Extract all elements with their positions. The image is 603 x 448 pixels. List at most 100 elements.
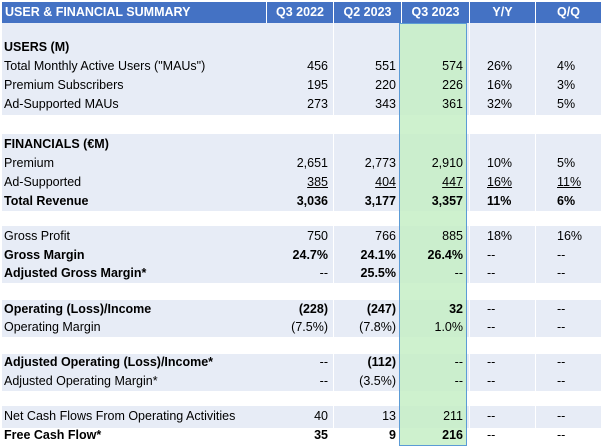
row-label: Ad-Supported MAUs (4, 97, 119, 111)
row-label: Net Cash Flows From Operating Activities (4, 409, 236, 423)
value-q3-2022: -- (319, 355, 328, 369)
table-row: Gross Profit 750 766 885 18% 16% (0, 227, 603, 246)
value-q3-2023: 2,910 (431, 156, 463, 170)
value-qq: -- (557, 248, 566, 262)
value-q3-2023: -- (454, 355, 463, 369)
value-q3-2022: (7.5%) (291, 320, 328, 334)
value-q3-2023: 885 (442, 229, 463, 243)
value-q2-2023: 220 (375, 78, 396, 92)
table-row: Ad-Supported 385 404 447 16% 11% (0, 173, 603, 192)
value-yy: -- (487, 409, 496, 423)
value-q2-2023: (3.5%) (359, 374, 396, 388)
section-header-users: USERS (M) (0, 38, 603, 57)
value-yy: -- (487, 320, 496, 334)
table-row: Net Cash Flows From Operating Activities… (0, 407, 603, 426)
row-label: Adjusted Operating (Loss)/Income* (4, 355, 214, 369)
value-q3-2022: (228) (298, 302, 328, 316)
value-q3-2023: 1.0% (434, 320, 464, 334)
value-q3-2022: 385 (307, 175, 328, 189)
row-label: Ad-Supported (4, 175, 82, 189)
value-q2-2023: (112) (367, 355, 397, 369)
value-yy: -- (487, 302, 496, 316)
section-title: USERS (M) (4, 40, 70, 54)
value-q3-2023: 361 (442, 97, 463, 111)
value-yy: -- (487, 428, 496, 442)
value-yy: 10% (487, 156, 513, 170)
row-label: Total Revenue (4, 194, 89, 208)
value-qq: 3% (557, 78, 576, 92)
row-label: Operating Margin (4, 320, 101, 334)
column-divider (469, 23, 470, 446)
spacer-row (2, 391, 601, 406)
value-q3-2022: 2,651 (296, 156, 328, 170)
value-q3-2023: 211 (443, 409, 463, 423)
table-row: Operating Margin (7.5%) (7.8%) 1.0% -- -… (0, 318, 603, 337)
column-divider (535, 23, 536, 446)
spacer-row (2, 115, 601, 134)
value-q3-2023: 26.4% (427, 248, 463, 262)
value-q2-2023: 24.1% (360, 248, 396, 262)
value-yy: 32% (487, 97, 513, 111)
value-qq: 5% (557, 156, 576, 170)
value-q3-2022: 456 (307, 59, 328, 73)
value-yy: 16% (487, 78, 513, 92)
value-qq: -- (557, 355, 566, 369)
value-q3-2023: 226 (442, 78, 463, 92)
row-label: Premium (4, 156, 55, 170)
value-yy: -- (487, 355, 496, 369)
value-qq: 16% (557, 229, 583, 243)
row-label: Total Monthly Active Users ("MAUs") (4, 59, 206, 73)
value-qq: 4% (557, 59, 576, 73)
value-yy: -- (487, 374, 496, 388)
value-yy: 26% (487, 59, 513, 73)
column-divider (333, 23, 334, 446)
value-qq: -- (557, 409, 566, 423)
spacer-row (2, 283, 601, 300)
value-q3-2023: 574 (442, 59, 463, 73)
value-q3-2022: 195 (307, 78, 328, 92)
section-header-financials: FINANCIALS (€M) (0, 135, 603, 154)
value-qq: -- (557, 266, 566, 280)
value-yy: -- (487, 248, 496, 262)
row-label: Gross Margin (4, 248, 85, 262)
value-q2-2023: 3,177 (364, 194, 396, 208)
value-q3-2022: -- (319, 266, 328, 280)
col-header-qq: Q/Q (535, 2, 601, 23)
q3-2023-highlight (399, 23, 467, 446)
value-q2-2023: 766 (375, 229, 396, 243)
value-q3-2022: 40 (314, 409, 328, 423)
value-qq: -- (557, 374, 566, 388)
col-header-q3-2022: Q3 2022 (266, 2, 333, 23)
value-q2-2023: (247) (366, 302, 396, 316)
row-label: Adjusted Operating Margin* (4, 374, 158, 388)
table-row: Ad-Supported MAUs 273 343 361 32% 5% (0, 95, 603, 114)
value-q3-2022: 24.7% (292, 248, 328, 262)
row-label: Operating (Loss)/Income (4, 302, 152, 316)
value-qq: -- (557, 320, 566, 334)
value-q3-2023: 32 (449, 302, 463, 316)
value-qq: -- (557, 428, 566, 442)
col-header-q2-2023: Q2 2023 (333, 2, 401, 23)
value-q3-2023: 447 (442, 175, 463, 189)
table-row: Adjusted Operating Margin* -- (3.5%) -- … (0, 372, 603, 391)
value-yy: 16% (487, 175, 513, 189)
value-yy: 18% (487, 229, 513, 243)
value-q3-2023: -- (454, 374, 463, 388)
value-q3-2023: 216 (442, 428, 463, 442)
value-q2-2023: 9 (389, 428, 396, 442)
value-q3-2022: 35 (314, 428, 328, 442)
table-title: USER & FINANCIAL SUMMARY (2, 2, 266, 23)
row-label: Free Cash Flow* (4, 428, 102, 442)
value-q2-2023: 551 (375, 59, 396, 73)
value-qq: -- (557, 302, 566, 316)
value-q3-2022: 273 (307, 97, 328, 111)
value-q3-2022: 750 (307, 229, 328, 243)
value-q3-2023: 3,357 (431, 194, 463, 208)
table-row: Total Monthly Active Users ("MAUs") 456 … (0, 57, 603, 76)
table-row: Gross Margin 24.7% 24.1% 26.4% -- -- (0, 246, 603, 265)
table-row: Operating (Loss)/Income (228) (247) 32 -… (0, 300, 603, 319)
value-q2-2023: 2,773 (364, 156, 396, 170)
table-row: Adjusted Operating (Loss)/Income* -- (11… (0, 353, 603, 372)
table-row: Free Cash Flow* 35 9 216 -- -- (0, 426, 603, 445)
